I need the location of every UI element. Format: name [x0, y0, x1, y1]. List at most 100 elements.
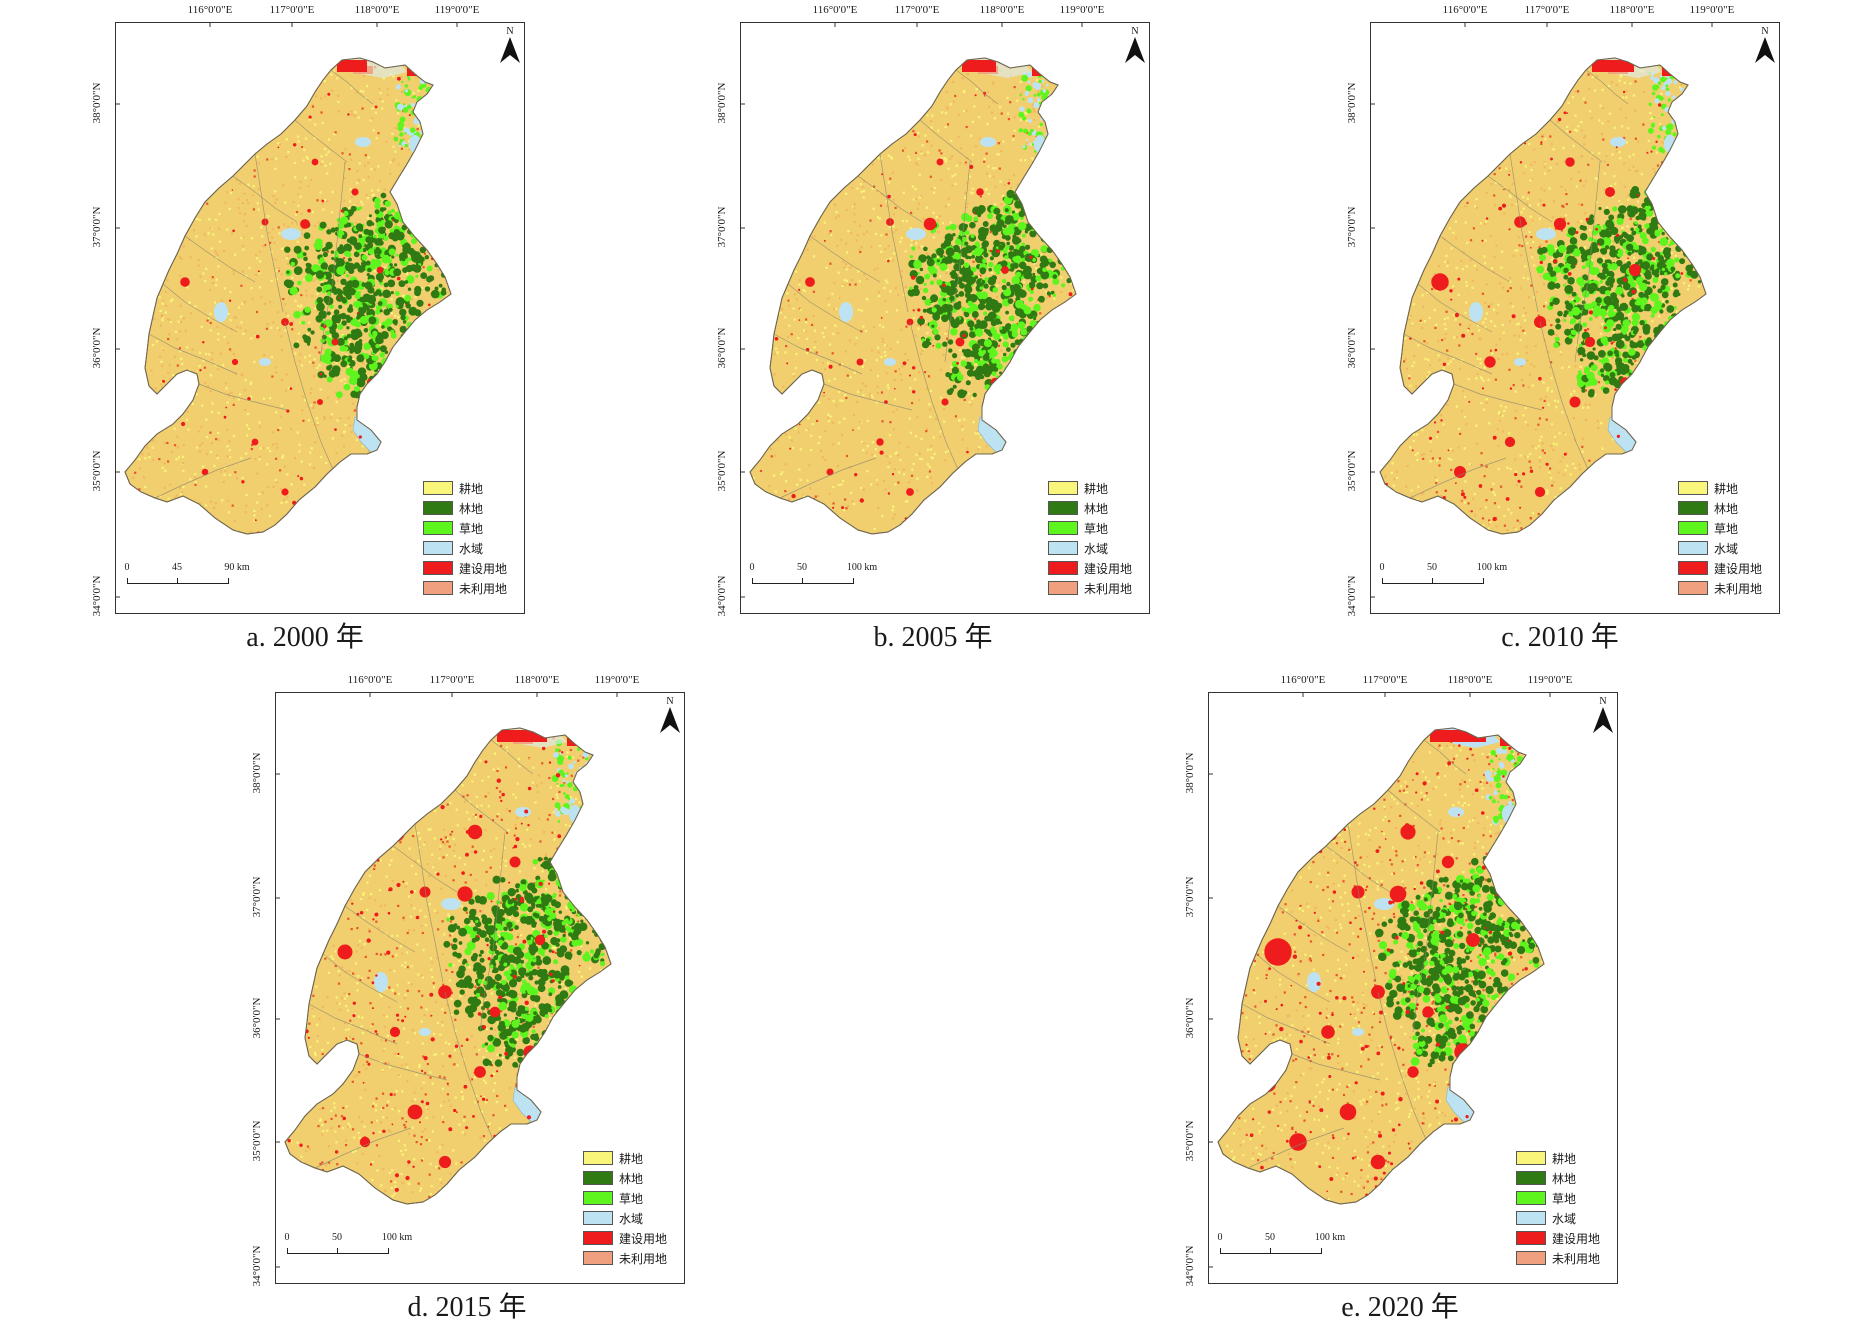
- legend-label: 草地: [1552, 1191, 1577, 1206]
- legend-item: 水域: [1678, 538, 1762, 558]
- legend-item: 建设用地: [583, 1228, 667, 1248]
- legend-label: 水域: [619, 1211, 644, 1226]
- north-letter: N: [506, 26, 514, 37]
- longitude-label: 116°0'0"E: [1280, 674, 1326, 686]
- scale-label: 50: [797, 562, 807, 573]
- latitude-label: 38°0'0"N: [1184, 752, 1196, 794]
- legend-item: 草地: [1048, 518, 1132, 538]
- scale-label: 50: [1265, 1232, 1275, 1243]
- legend-item: 水域: [1516, 1208, 1600, 1228]
- legend-swatch: [1516, 1171, 1546, 1185]
- panel-caption: d. 2015 年: [407, 1292, 527, 1323]
- longitude-label: 117°0'0"E: [269, 4, 315, 16]
- legend-item: 未利用地: [423, 578, 507, 598]
- legend-item: 林地: [1516, 1168, 1600, 1188]
- legend-item: 耕地: [583, 1148, 667, 1168]
- latitude-label: 36°0'0"N: [251, 997, 263, 1039]
- longitude-label: 118°0'0"E: [514, 674, 560, 686]
- legend-label: 林地: [1084, 501, 1109, 516]
- legend-swatch: [1678, 581, 1708, 595]
- scale-line: [1382, 578, 1484, 584]
- legend-item: 建设用地: [423, 558, 507, 578]
- north-letter: N: [1131, 26, 1139, 37]
- legend-label: 耕地: [459, 481, 484, 496]
- legend-swatch: [1678, 481, 1708, 495]
- legend-label: 未利用地: [1552, 1251, 1601, 1266]
- legend-label: 建设用地: [619, 1231, 668, 1246]
- map-legend: 耕地 林地 草地 水域 建设用地 未利用地: [583, 1148, 667, 1268]
- legend-item: 水域: [583, 1208, 667, 1228]
- scale-label: 0: [284, 1232, 290, 1243]
- map-panel-2: 116°0'0"E 117°0'0"E 118°0'0"E 119°0'0"E 38°0…: [716, 4, 1150, 616]
- legend-swatch: [583, 1171, 613, 1185]
- legend-label: 林地: [1552, 1171, 1577, 1186]
- legend-swatch: [1048, 501, 1078, 515]
- legend-label: 水域: [1714, 541, 1739, 556]
- longitude-label: 118°0'0"E: [1447, 674, 1493, 686]
- legend-label: 耕地: [1552, 1151, 1577, 1166]
- legend-item: 耕地: [1048, 478, 1132, 498]
- longitude-label: 119°0'0"E: [1527, 674, 1573, 686]
- land-cover-layer: [287, 728, 606, 1204]
- north-letter: N: [1761, 26, 1769, 37]
- legend-swatch: [1048, 481, 1078, 495]
- latitude-label: 38°0'0"N: [91, 82, 103, 124]
- scale-mid-tick: [1432, 578, 1433, 583]
- legend-swatch: [1516, 1151, 1546, 1165]
- legend-swatch: [1678, 541, 1708, 555]
- north-arrow-icon: N: [660, 696, 680, 738]
- legend-item: 水域: [1048, 538, 1132, 558]
- legend-swatch: [1516, 1191, 1546, 1205]
- map-legend: 耕地 林地 草地 水域 建设用地 未利用地: [1048, 478, 1132, 598]
- legend-item: 未利用地: [1678, 578, 1762, 598]
- longitude-label: 118°0'0"E: [979, 4, 1025, 16]
- scale-label: 0: [124, 562, 130, 573]
- legend-swatch: [423, 541, 453, 555]
- longitude-label: 117°0'0"E: [1524, 4, 1570, 16]
- legend-swatch: [1048, 581, 1078, 595]
- legend-swatch: [583, 1191, 613, 1205]
- scale-mid-tick: [802, 578, 803, 583]
- latitude-label: 35°0'0"N: [716, 450, 728, 492]
- legend-label: 建设用地: [1084, 561, 1133, 576]
- legend-item: 建设用地: [1516, 1228, 1600, 1248]
- legend-swatch: [423, 561, 453, 575]
- panel-caption: a. 2000 年: [246, 622, 364, 653]
- legend-label: 林地: [619, 1171, 644, 1186]
- legend-label: 林地: [459, 501, 484, 516]
- legend-item: 未利用地: [1516, 1248, 1600, 1268]
- longitude-label: 116°0'0"E: [1442, 4, 1488, 16]
- scale-line: [752, 578, 854, 584]
- latitude-label: 37°0'0"N: [1184, 876, 1196, 918]
- latitude-label: 38°0'0"N: [1346, 82, 1358, 124]
- north-letter: N: [1599, 696, 1607, 707]
- scale-bar: 0 45 90 km: [124, 562, 250, 584]
- north-arrow-icon: N: [1755, 26, 1775, 68]
- map-panel-5: 116°0'0"E 117°0'0"E 118°0'0"E 119°0'0"E 38°0…: [1184, 674, 1618, 1286]
- scale-mid-tick: [337, 1248, 338, 1253]
- latitude-label: 36°0'0"N: [716, 327, 728, 369]
- legend-label: 建设用地: [1552, 1231, 1601, 1246]
- legend-swatch: [423, 521, 453, 535]
- scale-bar: 0 50 100 km: [750, 562, 877, 584]
- north-letter: N: [666, 696, 674, 707]
- legend-label: 林地: [1714, 501, 1739, 516]
- province-outline: [284, 727, 612, 1205]
- legend-swatch: [583, 1151, 613, 1165]
- scale-label: 100 km: [1476, 562, 1508, 573]
- legend-item: 林地: [583, 1168, 667, 1188]
- legend-swatch: [1048, 521, 1078, 535]
- longitude-label: 116°0'0"E: [347, 674, 393, 686]
- longitude-label: 116°0'0"E: [812, 4, 858, 16]
- latitude-label: 37°0'0"N: [716, 206, 728, 248]
- longitude-label: 116°0'0"E: [187, 4, 233, 16]
- north-arrow-icon: N: [1125, 26, 1145, 68]
- legend-label: 草地: [619, 1191, 644, 1206]
- legend-label: 草地: [1084, 521, 1109, 536]
- legend-swatch: [1048, 541, 1078, 555]
- latitude-label: 38°0'0"N: [251, 752, 263, 794]
- scale-line: [127, 578, 229, 584]
- latitude-label: 38°0'0"N: [716, 82, 728, 124]
- legend-item: 水域: [423, 538, 507, 558]
- legend-item: 耕地: [423, 478, 507, 498]
